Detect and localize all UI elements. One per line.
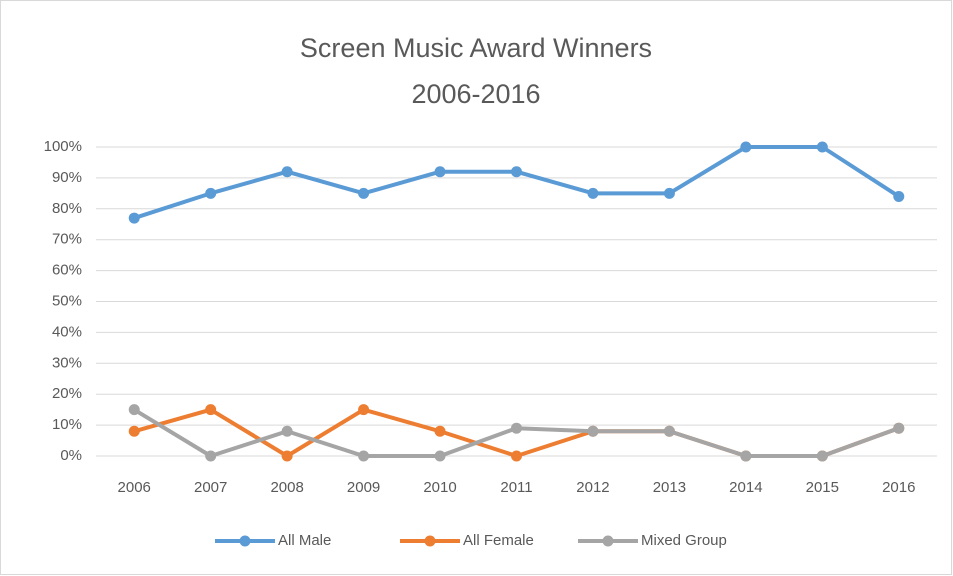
y-tick-label: 100% bbox=[44, 138, 82, 155]
y-tick-label: 40% bbox=[52, 323, 82, 340]
y-tick-label: 80% bbox=[52, 200, 82, 217]
x-tick-label: 2008 bbox=[270, 479, 303, 496]
data-point bbox=[740, 450, 752, 462]
x-tick-label: 2010 bbox=[423, 479, 456, 496]
data-point bbox=[893, 190, 905, 202]
legend-label: All Female bbox=[463, 532, 534, 549]
data-point bbox=[893, 422, 905, 434]
y-tick-label: 10% bbox=[52, 416, 82, 433]
data-point bbox=[587, 187, 599, 199]
y-tick-label: 50% bbox=[52, 292, 82, 309]
data-point bbox=[434, 450, 446, 462]
data-point bbox=[358, 404, 370, 416]
data-point bbox=[663, 425, 675, 437]
data-point bbox=[587, 425, 599, 437]
chart-subtitle: 2006-2016 bbox=[411, 79, 540, 109]
data-point bbox=[281, 166, 293, 178]
data-point bbox=[816, 141, 828, 153]
data-point bbox=[205, 404, 217, 416]
x-tick-label: 2007 bbox=[194, 479, 227, 496]
data-point bbox=[511, 422, 522, 434]
x-tick-label: 2009 bbox=[347, 479, 380, 496]
x-tick-label: 2013 bbox=[653, 479, 686, 496]
x-tick-label: 2014 bbox=[729, 479, 762, 496]
data-point bbox=[511, 450, 522, 462]
legend-label: Mixed Group bbox=[641, 532, 727, 549]
y-tick-label: 20% bbox=[52, 385, 82, 402]
data-point bbox=[358, 187, 370, 199]
y-tick-label: 0% bbox=[60, 447, 82, 464]
y-tick-label: 90% bbox=[52, 169, 82, 186]
data-point bbox=[511, 166, 522, 178]
legend-swatch-dot bbox=[602, 535, 614, 547]
data-point bbox=[663, 187, 675, 199]
x-tick-label: 2012 bbox=[576, 479, 609, 496]
y-tick-label: 70% bbox=[52, 231, 82, 248]
x-tick-label: 2016 bbox=[882, 479, 915, 496]
y-tick-label: 30% bbox=[52, 354, 82, 371]
x-tick-label: 2015 bbox=[806, 479, 839, 496]
chart-title: Screen Music Award Winners bbox=[300, 33, 652, 63]
data-point bbox=[740, 141, 752, 153]
legend-swatch-dot bbox=[424, 535, 436, 547]
data-point bbox=[128, 212, 140, 224]
data-point bbox=[358, 450, 370, 462]
data-point bbox=[205, 187, 217, 199]
data-point bbox=[434, 166, 446, 178]
data-point bbox=[128, 404, 140, 416]
x-tick-label: 2006 bbox=[118, 479, 151, 496]
data-point bbox=[281, 450, 293, 462]
legend-swatch-dot bbox=[239, 535, 251, 547]
y-tick-label: 60% bbox=[52, 262, 82, 279]
legend-label: All Male bbox=[278, 532, 331, 549]
data-point bbox=[205, 450, 217, 462]
data-point bbox=[434, 425, 446, 437]
x-tick-label: 2011 bbox=[500, 479, 532, 496]
data-point bbox=[128, 425, 140, 437]
data-point bbox=[816, 450, 828, 462]
data-point bbox=[281, 425, 293, 437]
